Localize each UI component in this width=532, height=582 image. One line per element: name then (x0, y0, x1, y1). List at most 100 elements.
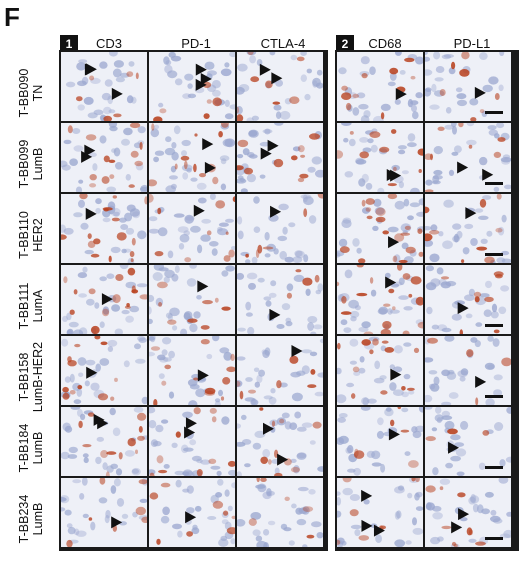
arrowhead-marker (260, 147, 272, 160)
micrograph-tile (149, 265, 235, 334)
micrograph-tile (149, 52, 235, 121)
row-label: T-BB099 LumB (17, 139, 45, 189)
stained-tissue-image (149, 123, 235, 192)
arrowhead-marker (386, 169, 398, 182)
scale-bar (485, 395, 503, 398)
stained-tissue-image (237, 478, 323, 547)
arrowhead-marker (451, 521, 463, 534)
row-label: T-BB111 LumA (17, 282, 45, 330)
arrowhead-marker (197, 280, 209, 293)
arrowhead-marker (204, 161, 216, 174)
arrowhead-marker (361, 489, 373, 502)
arrowhead-marker (84, 144, 96, 157)
stained-tissue-image (425, 123, 511, 192)
micrograph-tile (425, 478, 511, 547)
row-label: T-BB234 LumB (17, 494, 45, 544)
micrograph-tile (149, 123, 235, 192)
stained-tissue-image (337, 194, 423, 263)
scale-bar (485, 253, 503, 256)
micrograph-tile (149, 336, 235, 405)
micrograph-tile (337, 194, 423, 263)
micrograph-tile (237, 265, 323, 334)
stained-tissue-image (337, 265, 423, 334)
micrograph-grid-group-1 (59, 50, 328, 551)
group-2-badge: 2 (336, 35, 354, 53)
row-label: T-BB110 HER2 (17, 211, 45, 259)
arrowhead-marker (388, 236, 400, 249)
arrowhead-marker (395, 88, 407, 101)
micrograph-tile (149, 194, 235, 263)
micrograph-tile (61, 478, 147, 547)
stained-tissue-image (425, 336, 511, 405)
column-header-pdl1: PD-L1 (453, 36, 491, 51)
stained-tissue-image (237, 194, 323, 263)
stained-tissue-image (149, 265, 235, 334)
stained-tissue-image (149, 336, 235, 405)
panel-letter: F (4, 2, 20, 32)
stained-tissue-image (425, 265, 511, 334)
stained-tissue-image (149, 407, 235, 476)
micrograph-tile (337, 123, 423, 192)
micrograph-tile (425, 265, 511, 334)
column-header-cd68: CD68 (368, 36, 402, 51)
arrowhead-marker (197, 369, 209, 382)
micrograph-tile (61, 336, 147, 405)
arrowhead-marker (271, 72, 283, 85)
arrowhead-marker (200, 72, 212, 85)
micrograph-tile (61, 265, 147, 334)
stained-tissue-image (149, 478, 235, 547)
micrograph-grid-group-2 (335, 50, 519, 551)
stained-tissue-image (425, 407, 511, 476)
micrograph-tile (337, 407, 423, 476)
micrograph-tile (237, 194, 323, 263)
arrowhead-marker (474, 86, 486, 99)
micrograph-tile (237, 478, 323, 547)
arrowhead-marker (361, 519, 373, 532)
arrowhead-marker (184, 426, 196, 439)
stained-tissue-image (337, 478, 423, 547)
micrograph-tile (337, 336, 423, 405)
arrowhead-marker (482, 168, 494, 181)
arrowhead-marker (101, 293, 113, 306)
stained-tissue-image (425, 194, 511, 263)
arrowhead-marker (111, 516, 123, 529)
stained-tissue-image (237, 407, 323, 476)
arrowhead-marker (267, 139, 279, 152)
stained-tissue-image (149, 194, 235, 263)
arrowhead-marker (457, 302, 469, 315)
scale-bar (485, 324, 503, 327)
micrograph-tile (337, 478, 423, 547)
arrowhead-marker (185, 511, 197, 524)
micrograph-tile (337, 52, 423, 121)
arrowhead-marker (277, 453, 289, 466)
stained-tissue-image (61, 407, 147, 476)
arrowhead-marker (263, 422, 275, 435)
micrograph-tile (425, 123, 511, 192)
stained-tissue-image (237, 123, 323, 192)
stained-tissue-image (425, 478, 511, 547)
micrograph-tile (425, 407, 511, 476)
stained-tissue-image (61, 478, 147, 547)
scale-bar (485, 466, 503, 469)
micrograph-tile (237, 52, 323, 121)
micrograph-tile (61, 194, 147, 263)
row-label: T-BB184 LumB (17, 423, 45, 473)
arrowhead-marker (193, 204, 205, 217)
column-header-pd1: PD-1 (181, 36, 211, 51)
stained-tissue-image (337, 52, 423, 121)
row-label: T-BB090 TN (17, 68, 45, 118)
arrowhead-marker (185, 417, 197, 430)
arrowhead-marker (202, 138, 214, 151)
stained-tissue-image (61, 123, 147, 192)
arrowhead-marker (97, 417, 109, 430)
stained-tissue-image (237, 52, 323, 121)
stained-tissue-image (425, 52, 511, 121)
arrowhead-marker (390, 368, 402, 381)
stained-tissue-image (61, 194, 147, 263)
micrograph-tile (149, 478, 235, 547)
scale-bar (485, 111, 503, 114)
arrowhead-marker (269, 308, 281, 321)
micrograph-tile (425, 194, 511, 263)
stained-tissue-image (337, 123, 423, 192)
micrograph-tile (337, 265, 423, 334)
